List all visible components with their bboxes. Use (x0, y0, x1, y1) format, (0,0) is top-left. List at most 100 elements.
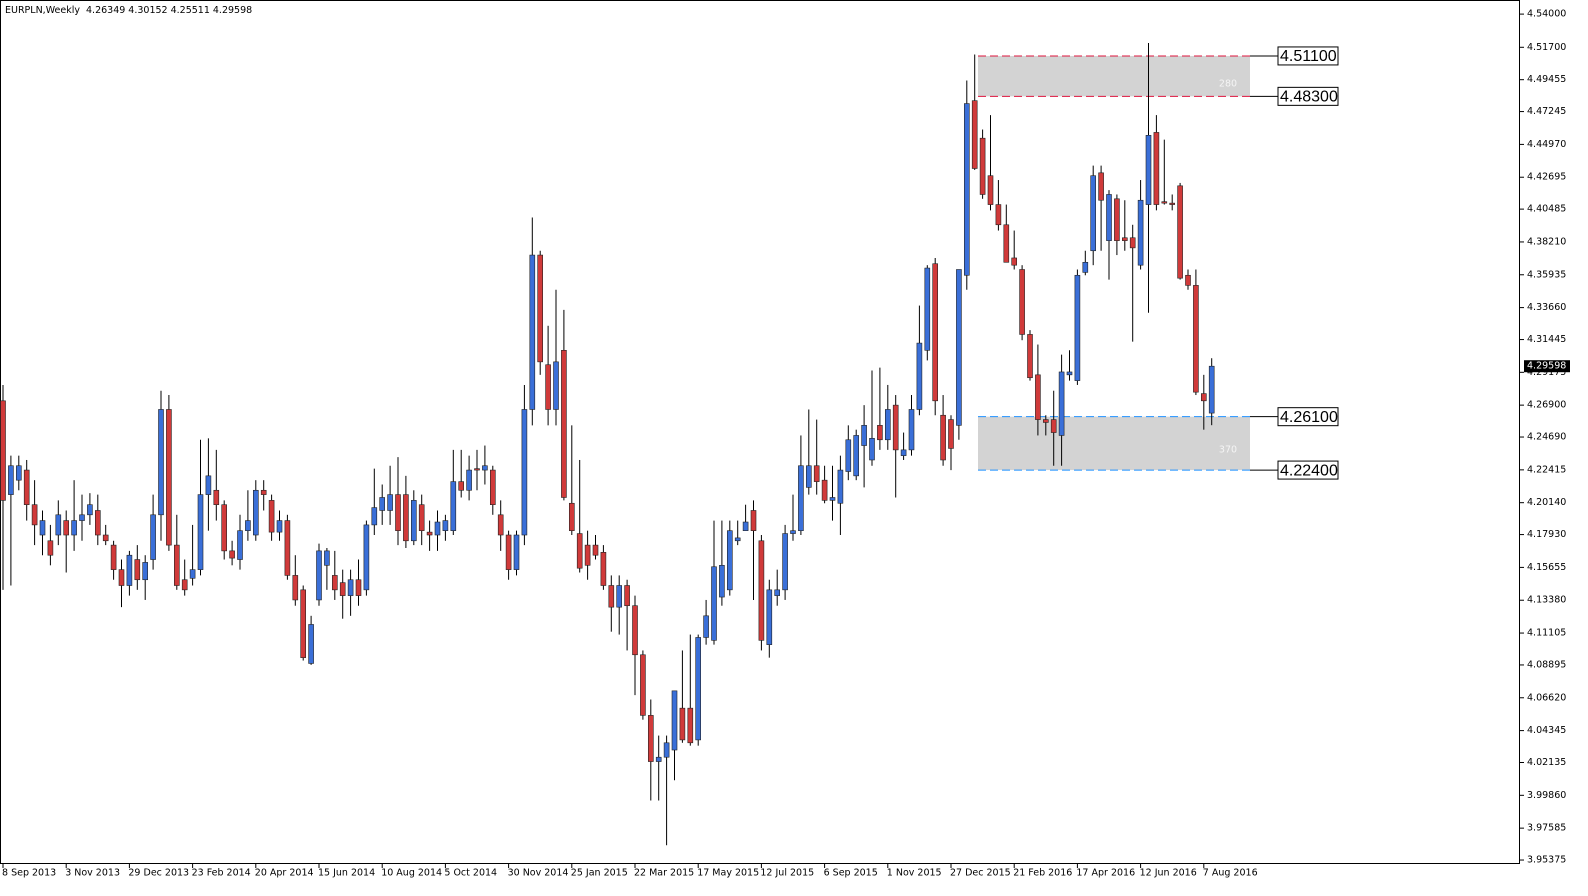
candle-body (1153, 132, 1160, 205)
candle-body (900, 449, 907, 456)
candle-body (371, 507, 378, 526)
candle-body (1003, 224, 1010, 263)
candle-body (813, 465, 820, 482)
price-box (1524, 360, 1570, 373)
candle-body (181, 579, 188, 591)
y-tick-label: 4.44970 (1527, 139, 1566, 150)
y-tick-label: 4.51700 (1527, 42, 1566, 53)
candle-body (624, 585, 630, 607)
candle-body (568, 502, 575, 531)
current-price: 4.29598 (1527, 361, 1566, 372)
level-box (1277, 86, 1339, 106)
zone (978, 416, 1250, 471)
candle-body (1019, 269, 1025, 335)
header-low: 4.25511 (171, 5, 210, 16)
candle-body (324, 550, 330, 566)
y-tick-label: 4.26900 (1527, 400, 1566, 411)
candle-body (608, 585, 615, 608)
plot-frame (0, 0, 1520, 864)
candle-body (489, 469, 496, 506)
candle-body (671, 690, 678, 751)
zone-size: 280 (1219, 78, 1237, 89)
x-tick-label: 10 Aug 2014 (381, 868, 442, 879)
candle-body (150, 514, 156, 560)
level-label: 4.48300 (1280, 89, 1338, 106)
candle-body (1050, 419, 1057, 433)
candle-body (750, 510, 757, 531)
candle-body (8, 465, 14, 495)
candle-body (892, 404, 899, 451)
candle-body (15, 465, 22, 481)
candle-body (126, 554, 133, 586)
candle-body (158, 409, 164, 516)
candle-body (1161, 201, 1168, 204)
x-tick-label: 6 Sep 2015 (824, 868, 878, 879)
candle-body (1201, 393, 1207, 402)
x-tick-label: 23 Feb 2014 (192, 868, 251, 879)
x-tick-label: 15 Jun 2014 (318, 868, 375, 879)
candle-body (245, 520, 251, 531)
level-box (1277, 407, 1339, 427)
candle-body (790, 530, 796, 534)
candle-body (1074, 274, 1081, 381)
candle-body (458, 481, 465, 491)
candle-body (410, 500, 417, 542)
candle-body (1193, 285, 1199, 393)
candle-body (1208, 365, 1215, 414)
y-tick-label: 4.15655 (1527, 562, 1566, 573)
candle-body (395, 494, 401, 531)
y-tick-label: 4.47245 (1527, 106, 1566, 117)
candle-body (23, 469, 30, 506)
candle-body (576, 533, 583, 569)
candle-body (884, 409, 891, 441)
candle-body (719, 565, 725, 598)
y-tick-label: 4.42695 (1527, 172, 1566, 183)
candle-body (734, 537, 741, 542)
level-label: 4.22400 (1280, 462, 1338, 479)
candle-body (821, 479, 828, 501)
candle-body (537, 254, 544, 363)
candle-body (31, 504, 38, 526)
candle-body (1122, 237, 1128, 241)
y-tick-label: 4.24690 (1527, 432, 1566, 443)
candle-body (355, 579, 362, 596)
candle-body (347, 579, 354, 596)
candle-body (711, 566, 717, 641)
x-tick-label: 12 Jun 2016 (1140, 868, 1197, 879)
y-tick-label: 3.95375 (1527, 855, 1566, 866)
candle-body (600, 552, 607, 586)
candle-body (916, 342, 923, 410)
candle-body (1090, 175, 1096, 252)
candle-body (174, 544, 180, 586)
y-tick-label: 4.20140 (1527, 497, 1566, 508)
candle-body (300, 589, 307, 658)
x-tick-label: 7 Aug 2016 (1203, 868, 1258, 879)
candle-body (434, 521, 441, 536)
candle-body (474, 468, 480, 471)
y-tick-label: 3.99860 (1527, 790, 1566, 801)
x-tick-label: 22 Mar 2015 (634, 868, 694, 879)
candle-body (995, 204, 1002, 226)
candle-body (726, 530, 733, 591)
candle-body (331, 575, 338, 591)
candle-body (632, 605, 638, 656)
candle-body (829, 497, 836, 501)
level-label: 4.51100 (1280, 48, 1337, 65)
candle-body (837, 469, 844, 504)
candle-body (529, 254, 536, 410)
header-high: 4.30152 (128, 5, 167, 16)
candle-body (63, 520, 70, 536)
candle-body (237, 530, 243, 560)
candle-body (1137, 199, 1144, 266)
y-tick-label: 4.40485 (1527, 204, 1566, 215)
candle-body (87, 504, 93, 516)
candle-body (679, 707, 686, 741)
y-tick-label: 4.35935 (1527, 269, 1566, 280)
y-tick-label: 4.49455 (1527, 74, 1566, 85)
candle-body (47, 540, 54, 556)
x-tick-label: 30 Nov 2014 (508, 868, 569, 879)
candle-body (869, 438, 875, 461)
candle-body (782, 533, 788, 591)
candle-body (647, 715, 654, 762)
